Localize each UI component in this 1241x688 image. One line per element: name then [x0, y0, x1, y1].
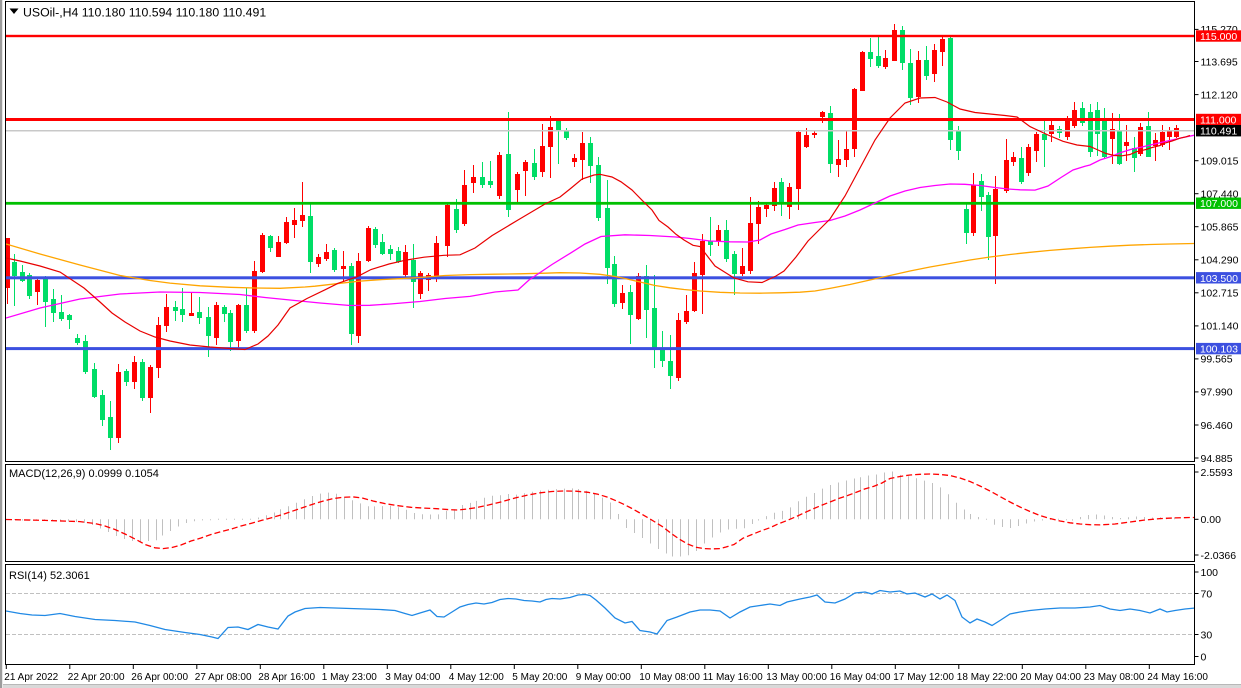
svg-text:99.565: 99.565: [1201, 354, 1233, 366]
svg-text:27 Apr 08:00: 27 Apr 08:00: [195, 672, 252, 683]
svg-text:11 May 16:00: 11 May 16:00: [703, 672, 763, 683]
svg-text:111.000: 111.000: [1200, 115, 1237, 127]
svg-text:100.103: 100.103: [1200, 344, 1238, 356]
svg-text:115.000: 115.000: [1200, 31, 1237, 43]
svg-text:103.500: 103.500: [1200, 273, 1238, 285]
svg-text:10 May 08:00: 10 May 08:00: [639, 672, 700, 683]
svg-text:0.00: 0.00: [1201, 514, 1222, 526]
svg-text:9 May 00:00: 9 May 00:00: [576, 672, 631, 683]
svg-text:107.000: 107.000: [1200, 198, 1238, 210]
svg-text:MACD(12,26,9) 0.0999 0.1054: MACD(12,26,9) 0.0999 0.1054: [9, 468, 159, 480]
svg-text:101.140: 101.140: [1201, 321, 1239, 333]
svg-text:97.990: 97.990: [1201, 387, 1233, 399]
svg-text:17 May 12:00: 17 May 12:00: [893, 672, 954, 683]
svg-text:96.460: 96.460: [1201, 420, 1233, 432]
svg-text:RSI(14) 52.3061: RSI(14) 52.3061: [9, 570, 90, 582]
svg-text:1 May 23:00: 1 May 23:00: [322, 672, 377, 683]
svg-text:3 May 04:00: 3 May 04:00: [385, 672, 440, 683]
svg-text:0: 0: [1201, 651, 1207, 663]
svg-text:16 May 04:00: 16 May 04:00: [830, 672, 891, 683]
svg-text:22 Apr 20:00: 22 Apr 20:00: [68, 672, 125, 683]
svg-text:24 May 16:00: 24 May 16:00: [1147, 672, 1208, 683]
svg-text:13 May 00:00: 13 May 00:00: [766, 672, 827, 683]
svg-text:21 Apr 2022: 21 Apr 2022: [4, 672, 58, 683]
svg-text:102.715: 102.715: [1201, 288, 1239, 300]
svg-text:4 May 12:00: 4 May 12:00: [449, 672, 504, 683]
svg-text:5 May 20:00: 5 May 20:00: [512, 672, 567, 683]
svg-text:23 May 08:00: 23 May 08:00: [1084, 672, 1145, 683]
svg-text:30: 30: [1201, 629, 1213, 641]
svg-text:20 May 04:00: 20 May 04:00: [1020, 672, 1081, 683]
svg-text:113.695: 113.695: [1201, 56, 1238, 68]
svg-text:110.491: 110.491: [1200, 126, 1237, 138]
svg-text:USOil-,H4 110.180 110.594 110: USOil-,H4 110.180 110.594 110.180 110.49…: [23, 6, 266, 20]
svg-text:105.865: 105.865: [1201, 222, 1239, 234]
svg-text:18 May 22:00: 18 May 22:00: [957, 672, 1018, 683]
svg-text:28 Apr 16:00: 28 Apr 16:00: [258, 672, 315, 683]
svg-text:2.5593: 2.5593: [1201, 467, 1233, 479]
svg-text:26 Apr 00:00: 26 Apr 00:00: [131, 672, 188, 683]
svg-text:100: 100: [1201, 567, 1219, 579]
svg-text:94.885: 94.885: [1201, 453, 1233, 465]
svg-text:109.015: 109.015: [1201, 156, 1239, 168]
svg-text:112.120: 112.120: [1201, 89, 1238, 101]
svg-text:70: 70: [1201, 588, 1213, 600]
svg-text:-2.0366: -2.0366: [1201, 550, 1237, 562]
svg-text:104.290: 104.290: [1201, 255, 1239, 267]
